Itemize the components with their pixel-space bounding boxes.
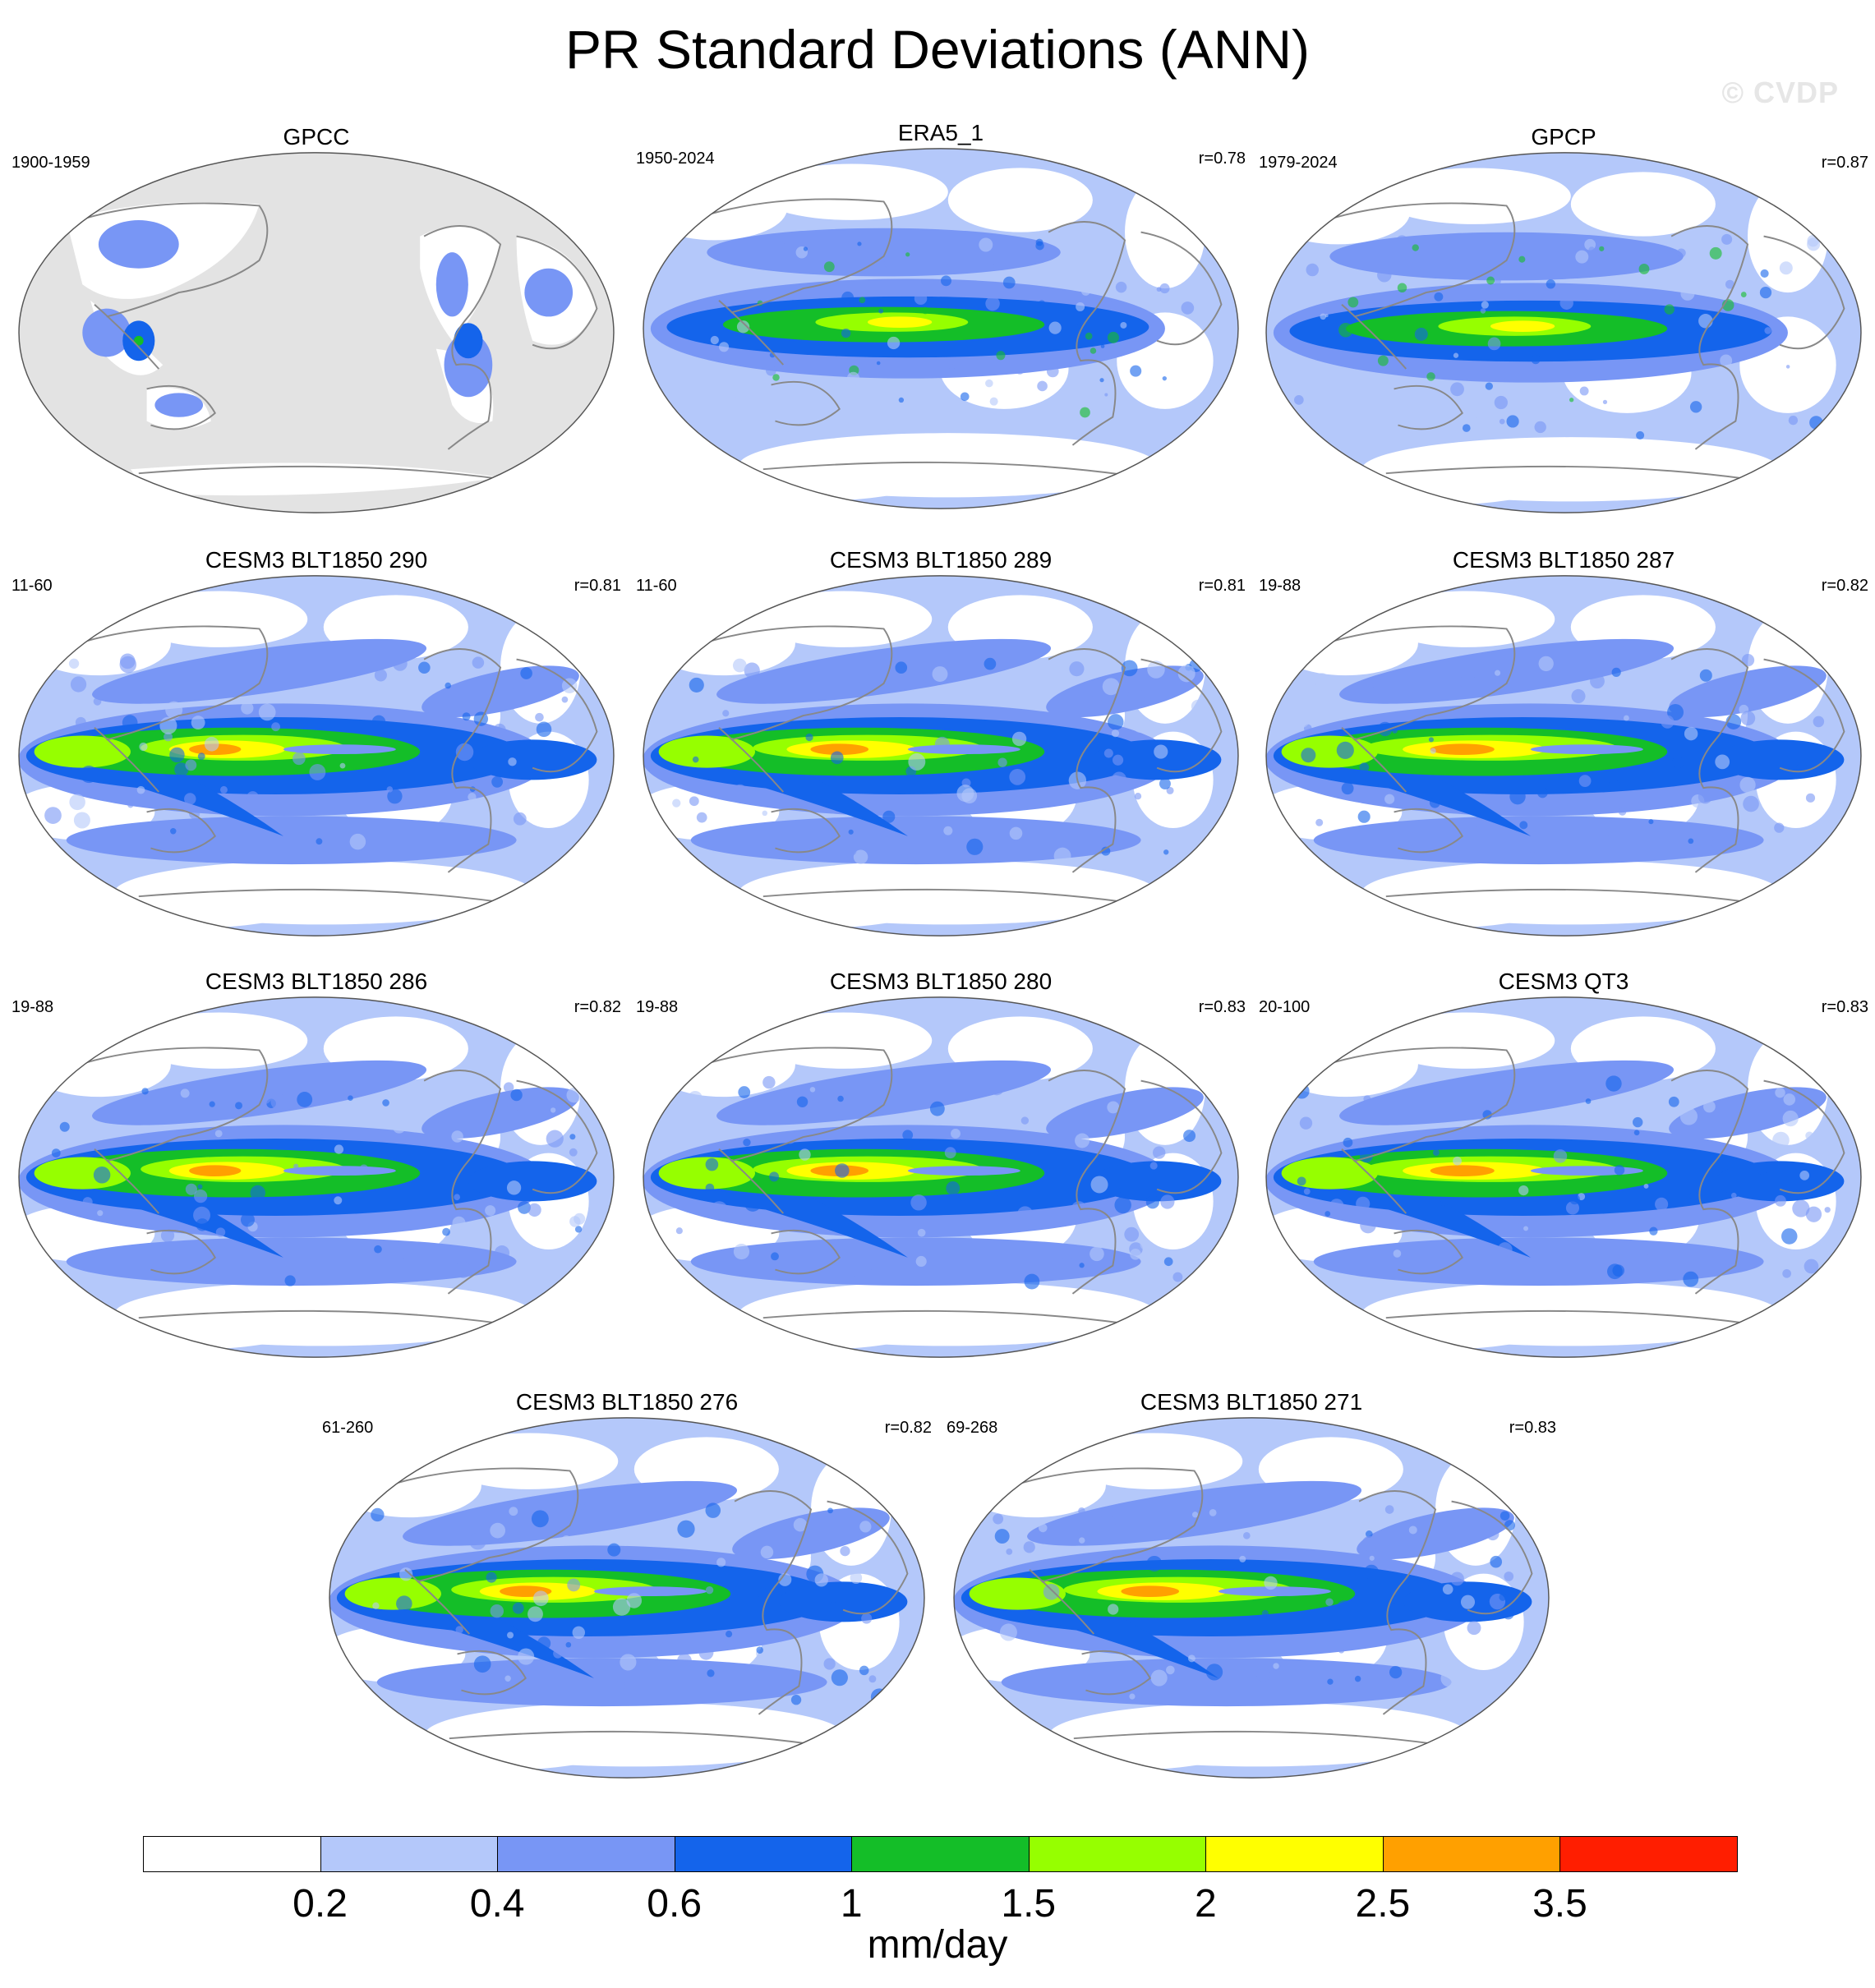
colorbar-units: mm/day [867,1923,1008,1967]
map-plot [643,996,1239,1358]
colorbar-box [1205,1836,1384,1872]
colorbar-tick-label: 2 [1194,1882,1217,1926]
map-plot [1265,996,1862,1358]
map-plot [953,1417,1550,1779]
map-panel: CESM3 BLT1850 290 11-60 r=0.81 [12,546,621,941]
map-plot [18,996,615,1358]
panel-period: 19-88 [636,998,679,1016]
map-plot [329,1417,925,1779]
panel-correlation: r=0.83 [1821,998,1868,1016]
colorbar-box [851,1836,1030,1872]
colorbar-tick-label: 0.2 [293,1882,348,1926]
map-plot [643,575,1239,936]
panel-period: 1900-1959 [12,154,90,172]
panel-title: GPCP [1531,124,1596,150]
panel-title: CESM3 BLT1850 289 [829,547,1053,573]
panel-period: 1950-2024 [636,150,715,168]
map-panel: GPCP 1979-2024 r=0.87 [1259,123,1868,518]
panel-correlation: r=0.82 [574,998,621,1016]
panel-period: 19-88 [1259,577,1301,595]
panel-period: 11-60 [636,577,677,595]
map-panel: CESM3 BLT1850 271 69-268 r=0.83 [947,1388,1556,1783]
panel-correlation: r=0.82 [1821,577,1868,595]
panel-period: 61-260 [322,1419,374,1437]
panel-title: CESM3 BLT1850 286 [205,969,428,994]
colorbar-tick-label: 3.5 [1532,1882,1587,1926]
panel-correlation: r=0.87 [1821,154,1868,172]
panel-period: 1979-2024 [1259,154,1338,172]
panel-title: CESM3 BLT1850 276 [515,1389,739,1415]
map-panel: CESM3 BLT1850 276 61-260 r=0.82 [322,1388,932,1783]
panel-period: 19-88 [12,998,54,1016]
panel-period: 69-268 [947,1419,998,1437]
panel-correlation: r=0.81 [1198,577,1246,595]
figure-title: PR Standard Deviations (ANN) [564,19,1311,80]
map-panel: CESM3 QT3 20-100 r=0.83 [1259,968,1868,1362]
map-plot [643,148,1239,509]
colorbar-box [1559,1836,1738,1872]
panel-period: 20-100 [1259,998,1311,1016]
map-panel: CESM3 BLT1850 287 19-88 r=0.82 [1259,546,1868,941]
map-plot [1265,575,1862,936]
colorbar [143,1836,1738,1874]
colorbar-tick-label: 1 [840,1882,863,1926]
panel-title: CESM3 BLT1850 287 [1452,547,1675,573]
panel-correlation: r=0.82 [884,1419,932,1437]
panel-correlation: r=0.78 [1198,150,1246,168]
panel-title: ERA5_1 [897,120,984,145]
colorbar-tick-label: 2.5 [1355,1882,1411,1926]
panel-correlation: r=0.83 [1509,1419,1556,1437]
colorbar-box [497,1836,675,1872]
panel-title: GPCC [283,124,350,150]
panel-correlation: r=0.83 [1198,998,1246,1016]
map-panel: CESM3 BLT1850 280 19-88 r=0.83 [636,968,1246,1362]
map-plot [18,575,615,936]
colorbar-box [1382,1836,1561,1872]
map-panel: CESM3 BLT1850 289 11-60 r=0.81 [636,546,1246,941]
map-panel: CESM3 BLT1850 286 19-88 r=0.82 [12,968,621,1362]
panel-title: CESM3 BLT1850 280 [829,969,1053,994]
colorbar-tick-label: 0.6 [647,1882,703,1926]
map-panel: ERA5_1 1950-2024 r=0.78 [636,119,1246,513]
panel-title: CESM3 QT3 [1498,969,1629,994]
panel-correlation: r=0.81 [574,577,621,595]
map-panel: GPCC 1900-1959 [12,123,621,518]
panel-period: 11-60 [12,577,53,595]
colorbar-box [320,1836,499,1872]
colorbar-box [143,1836,321,1872]
watermark: © CVDP [1721,76,1839,109]
colorbar-box [1028,1836,1207,1872]
panel-title: CESM3 BLT1850 290 [205,547,428,573]
panel-title: CESM3 BLT1850 271 [1140,1389,1363,1415]
colorbar-tick-label: 0.4 [469,1882,525,1926]
map-plot [1265,152,1862,513]
map-plot [18,152,615,513]
colorbar-box [674,1836,853,1872]
colorbar-tick-label: 1.5 [1001,1882,1057,1926]
